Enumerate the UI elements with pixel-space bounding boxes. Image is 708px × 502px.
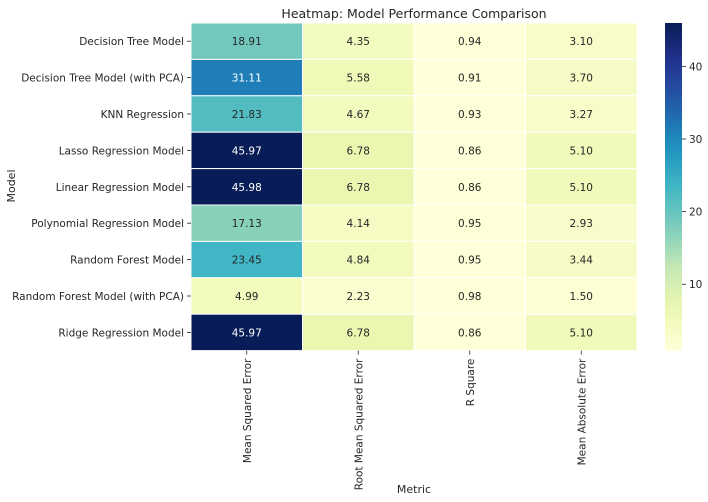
heatmap-cell [413, 277, 526, 315]
heatmap-cell [525, 168, 638, 206]
cell-value-label: 3.44 [570, 255, 594, 267]
cell-value-label: 45.97 [232, 145, 262, 157]
row-label: Polynomial Regression Model [31, 218, 184, 230]
column-label: R Square [465, 359, 477, 407]
heatmap-cell [525, 240, 638, 279]
heatmap-cell [190, 240, 303, 279]
column-label: Mean Squared Error [242, 358, 254, 463]
cell-value-label: 0.86 [458, 182, 482, 194]
cell-value-label: 5.10 [570, 327, 593, 339]
cell-value-label: 45.97 [232, 327, 262, 339]
cell-value-label: 3.27 [570, 109, 593, 121]
cell-value-label: 1.50 [570, 291, 593, 303]
cell-value-label: 2.23 [347, 291, 370, 303]
heatmap-cell [413, 204, 526, 242]
row-label: Decision Tree Model (with PCA) [21, 73, 184, 85]
cell-value-label: 31.11 [232, 73, 262, 85]
cell-value-label: 3.10 [570, 36, 593, 48]
heatmap-cell [190, 22, 303, 60]
cell-value-label: 3.70 [570, 73, 593, 85]
row-label: Ridge Regression Model [58, 327, 184, 339]
cell-value-label: 0.98 [458, 291, 481, 303]
cell-value-label: 6.78 [347, 182, 370, 194]
heatmap-cell [525, 131, 638, 170]
cell-value-label: 0.93 [458, 109, 481, 121]
row-label: Linear Regression Model [56, 182, 184, 194]
heatmap-cell [525, 204, 638, 242]
row-labels: Decision Tree Model Decision Tree Model (… [12, 36, 191, 339]
heatmap-cell [302, 22, 415, 60]
cell-value-label: 0.95 [458, 218, 481, 230]
heatmap-cell [525, 58, 638, 97]
cell-value-label: 45.98 [232, 182, 262, 194]
heatmap-cell [525, 313, 638, 352]
heatmap-cell [302, 58, 415, 97]
cell-value-label: 0.86 [458, 327, 482, 339]
heatmap-cell [413, 168, 526, 206]
colorbar: 10 20 30 40 [665, 23, 702, 351]
row-label: Lasso Regression Model [59, 145, 184, 157]
colorbar-tick-label: 30 [689, 134, 702, 146]
cell-value-label: 6.78 [347, 145, 370, 157]
heatmap-cell [190, 204, 303, 242]
colorbar-tick-label: 20 [689, 207, 702, 219]
cell-value-label: 0.86 [458, 145, 482, 157]
column-labels: Mean Squared Error Root Mean Squared Erro… [242, 350, 588, 490]
colorbar-tick-label: 40 [689, 61, 702, 73]
heatmap-cell [190, 277, 303, 315]
heatmap-cell [413, 22, 526, 60]
cell-value-label: 0.95 [458, 255, 481, 267]
cell-value-label: 5.10 [570, 182, 593, 194]
cell-value-label: 17.13 [232, 218, 262, 230]
cell-value-label: 23.45 [232, 255, 262, 267]
heatmap-cell [302, 168, 415, 206]
cell-value-label: 5.58 [347, 73, 370, 85]
cell-value-label: 6.78 [347, 327, 370, 339]
colorbar-scale [665, 23, 682, 351]
y-axis-label: Model [5, 169, 18, 202]
heatmap-cells: 18.91 4.35 0.94 3.10 31.11 5.58 0.91 3.70 21.83 4… [190, 22, 638, 352]
heatmap-cell [302, 131, 415, 170]
cell-value-label: 4.99 [235, 291, 258, 303]
chart-title: Heatmap: Model Performance Comparison [281, 6, 546, 21]
column-label: Root Mean Squared Error [353, 358, 365, 490]
column-label: Mean Absolute Error [576, 358, 588, 465]
cell-value-label: 5.10 [570, 145, 593, 157]
row-label: Random Forest Model (with PCA) [12, 291, 184, 303]
row-label: Decision Tree Model [79, 36, 184, 48]
heatmap-cell [302, 204, 415, 242]
row-label: KNN Regression [101, 109, 184, 121]
cell-value-label: 4.14 [347, 218, 371, 230]
cell-value-label: 4.67 [347, 109, 370, 121]
row-label: Random Forest Model [70, 255, 184, 267]
x-axis-label: Metric [397, 483, 431, 496]
colorbar-tick-label: 10 [689, 279, 702, 291]
cell-value-label: 2.93 [570, 218, 593, 230]
cell-value-label: 4.35 [347, 36, 370, 48]
heatmap-cell [525, 95, 638, 133]
cell-value-label: 21.83 [232, 109, 262, 121]
heatmap-cell [413, 240, 526, 279]
cell-value-label: 0.91 [458, 73, 481, 85]
cell-value-label: 4.84 [347, 255, 371, 267]
heatmap-cell [525, 22, 638, 60]
cell-value-label: 0.94 [458, 36, 482, 48]
heatmap-cell [302, 95, 415, 133]
cell-value-label: 18.91 [232, 36, 262, 48]
